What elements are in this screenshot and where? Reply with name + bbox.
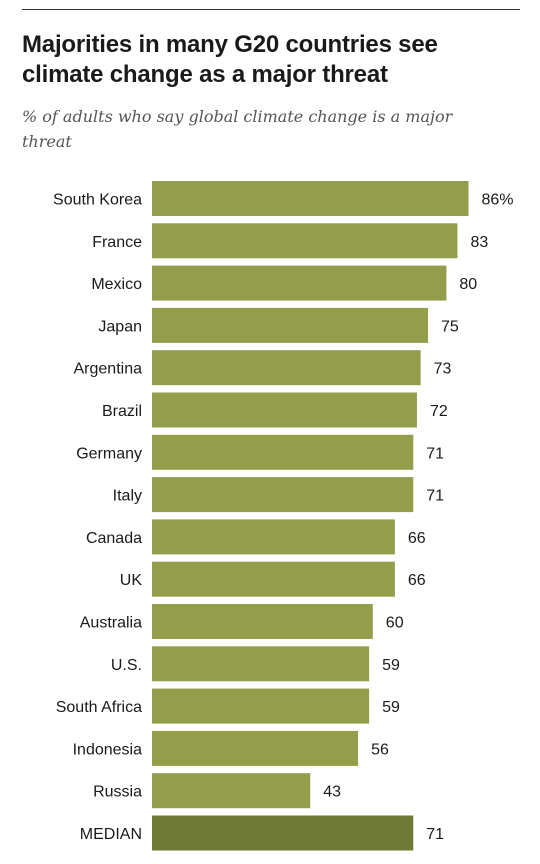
category-label-germany: Germany [76, 445, 142, 462]
value-label-indonesia: 56 [371, 741, 389, 758]
bar-russia [152, 773, 311, 809]
bar-south-africa [152, 688, 370, 724]
category-label-japan: Japan [98, 318, 142, 335]
bar-south-korea [152, 181, 469, 216]
bar-brazil [152, 392, 417, 428]
value-label-u-s: 59 [382, 657, 400, 674]
bar-median [152, 815, 414, 851]
bar-australia [152, 604, 373, 639]
bar-japan [152, 307, 428, 343]
category-label-argentina: Argentina [74, 361, 143, 378]
value-label-germany: 71 [426, 445, 444, 462]
bar-germany [152, 434, 414, 470]
bar-u-s [152, 646, 370, 682]
category-label-uk: UK [120, 572, 143, 589]
category-label-mexico: Mexico [91, 276, 142, 293]
category-label-france: France [92, 234, 142, 251]
bar-italy [152, 477, 414, 513]
category-label-south-korea: South Korea [53, 192, 142, 209]
category-label-brazil: Brazil [102, 403, 142, 420]
value-label-median: 71 [426, 826, 444, 843]
category-label-canada: Canada [86, 530, 142, 547]
value-label-south-africa: 59 [382, 699, 400, 716]
chart-subtitle: % of adults who say global climate chang… [22, 107, 453, 151]
category-label-median: MEDIAN [80, 826, 142, 843]
value-label-australia: 60 [386, 615, 404, 632]
bar-france [152, 223, 458, 259]
value-label-mexico: 80 [459, 276, 477, 293]
category-label-u-s: U.S. [111, 657, 142, 674]
value-label-italy: 71 [426, 488, 444, 505]
value-label-south-korea: 86% [481, 192, 513, 209]
category-label-italy: Italy [113, 488, 142, 505]
bar-mexico [152, 265, 447, 301]
bar-uk [152, 561, 395, 597]
category-label-australia: Australia [80, 615, 142, 632]
bar-argentina [152, 350, 421, 386]
top-rule [22, 9, 520, 10]
value-label-uk: 66 [408, 572, 426, 589]
value-label-canada: 66 [408, 530, 426, 547]
value-label-france: 83 [470, 234, 488, 251]
value-label-brazil: 72 [430, 403, 448, 420]
chart-title: Majorities in many G20 countries see cli… [22, 31, 438, 88]
bar-canada [152, 519, 395, 555]
bar-indonesia [152, 730, 359, 766]
category-label-south-africa: South Africa [56, 699, 142, 716]
category-label-russia: Russia [93, 784, 142, 801]
category-label-indonesia: Indonesia [73, 741, 142, 758]
value-label-japan: 75 [441, 318, 459, 335]
value-label-russia: 43 [323, 784, 341, 801]
value-label-argentina: 73 [434, 361, 452, 378]
